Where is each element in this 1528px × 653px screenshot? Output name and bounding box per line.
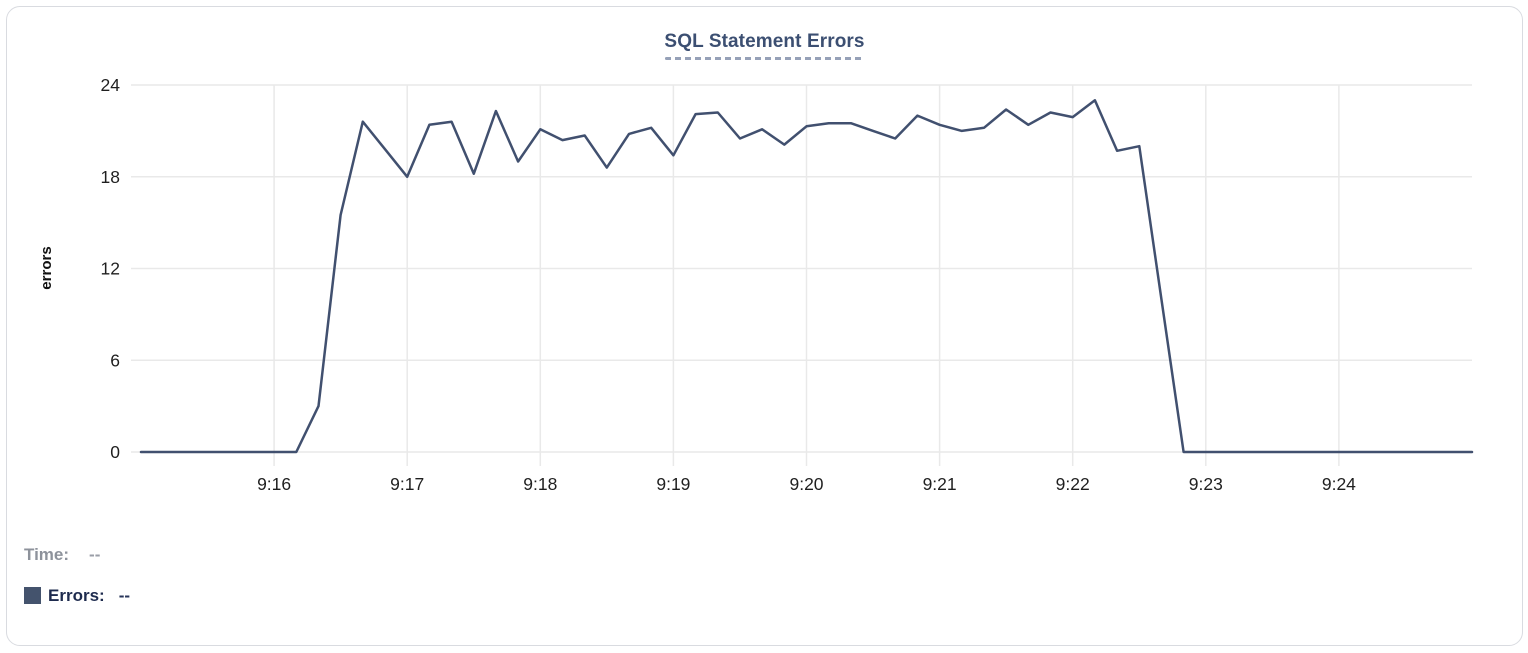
y-axis-label: errors <box>38 246 55 289</box>
y-tick-label: 24 <box>101 75 121 95</box>
x-tick-label: 9:18 <box>523 474 557 494</box>
y-tick-label: 0 <box>110 442 120 462</box>
time-value: -- <box>89 545 101 564</box>
chart-card: SQL Statement Errors 0 6 12 18 24 9:16 9:17 9:1… <box>6 6 1523 646</box>
gridlines <box>131 84 1472 466</box>
y-tick-label: 6 <box>110 350 120 370</box>
errors-value: -- <box>118 586 131 605</box>
errors-series-line[interactable] <box>139 99 1474 454</box>
errors-label: Errors: <box>48 586 105 605</box>
x-tick-label: 9:24 <box>1322 474 1356 494</box>
x-tick-label: 9:22 <box>1056 474 1090 494</box>
y-tick-label: 12 <box>101 259 120 279</box>
chart-title-text: SQL Statement Errors <box>664 31 865 52</box>
chart-title-underline <box>664 57 865 60</box>
errors-series-swatch <box>24 587 41 604</box>
time-label: Time: <box>24 545 70 564</box>
x-tick-label: 9:17 <box>390 474 424 494</box>
x-tick-label: 9:19 <box>656 474 690 494</box>
x-tick-label: 9:16 <box>257 474 291 494</box>
y-tick-label: 18 <box>101 167 120 187</box>
errors-readout-row: Errors: -- <box>24 586 130 606</box>
axis-tick-labels: 0 6 12 18 24 9:16 9:17 9:18 9:19 9:20 9:21 9:22 9:23… <box>101 75 1357 494</box>
time-readout-row: Time: -- <box>24 545 100 565</box>
chart-title[interactable]: SQL Statement Errors <box>664 31 865 60</box>
x-tick-label: 9:20 <box>789 474 823 494</box>
series-lines <box>139 99 1474 454</box>
x-tick-label: 9:23 <box>1189 474 1223 494</box>
x-tick-label: 9:21 <box>923 474 957 494</box>
